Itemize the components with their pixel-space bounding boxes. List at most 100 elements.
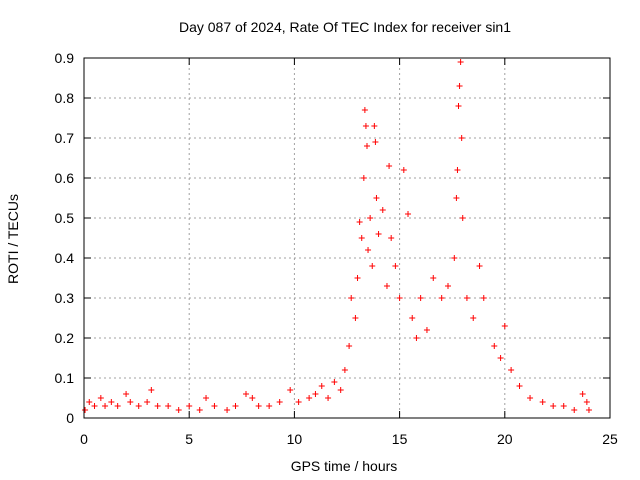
grid-lines <box>84 58 610 418</box>
data-point <box>400 167 407 173</box>
data-point <box>455 103 462 109</box>
data-point <box>583 399 590 405</box>
data-point <box>383 283 390 289</box>
y-tick-label: 0.2 <box>55 330 75 346</box>
data-point <box>154 403 161 409</box>
axis-ticks: 0 5 10 15 20 25 0 0.1 0.2 0.3 0.4 0.5 0.6 0.7 0.8 0.9 <box>55 50 618 447</box>
data-point <box>476 263 483 269</box>
data-point <box>114 403 121 409</box>
data-point <box>203 395 210 401</box>
data-point <box>423 327 430 333</box>
data-point <box>362 123 369 129</box>
data-point <box>108 399 115 405</box>
data-point <box>97 395 104 401</box>
y-tick-label: 0.9 <box>55 50 75 66</box>
data-point <box>356 219 363 225</box>
data-point <box>371 123 378 129</box>
data-point <box>266 403 273 409</box>
data-point <box>388 235 395 241</box>
data-point <box>287 387 294 393</box>
data-point <box>372 139 379 145</box>
data-point <box>457 59 464 65</box>
data-point <box>456 83 463 89</box>
data-point <box>249 395 256 401</box>
data-point <box>196 407 203 413</box>
data-point <box>369 263 376 269</box>
data-point <box>86 399 93 405</box>
data-point <box>175 407 182 413</box>
data-point <box>82 407 89 413</box>
data-point <box>459 215 466 221</box>
data-point <box>463 295 470 301</box>
y-tick-label: 0 <box>66 410 74 426</box>
x-tick-label: 5 <box>185 431 193 447</box>
data-point <box>341 367 348 373</box>
data-point <box>232 403 239 409</box>
data-point <box>318 383 325 389</box>
x-tick-label: 10 <box>287 431 303 447</box>
data-point <box>363 143 370 149</box>
data-point <box>451 255 458 261</box>
data-point <box>375 231 382 237</box>
data-point <box>224 407 231 413</box>
x-tick-label: 20 <box>497 431 513 447</box>
data-point <box>392 263 399 269</box>
data-point <box>379 207 386 213</box>
data-point <box>373 195 380 201</box>
data-point <box>491 343 498 349</box>
data-point <box>458 135 465 141</box>
data-point <box>352 315 359 321</box>
data-point <box>358 235 365 241</box>
data-point <box>508 367 515 373</box>
data-point <box>396 295 403 301</box>
data-point <box>365 247 372 253</box>
y-tick-label: 0.8 <box>55 90 75 106</box>
data-point <box>453 195 460 201</box>
data-point <box>348 295 355 301</box>
x-tick-label: 25 <box>602 431 618 447</box>
data-point <box>539 399 546 405</box>
data-point <box>430 275 437 281</box>
data-point <box>501 323 508 329</box>
data-point <box>276 399 283 405</box>
data-points <box>82 59 592 413</box>
y-tick-label: 0.3 <box>55 290 75 306</box>
x-tick-label: 15 <box>392 431 408 447</box>
data-point <box>186 403 193 409</box>
data-point <box>560 403 567 409</box>
y-tick-label: 0.5 <box>55 210 75 226</box>
data-point <box>579 391 586 397</box>
data-point <box>550 403 557 409</box>
data-point <box>295 399 302 405</box>
data-point <box>102 403 109 409</box>
data-point <box>148 387 155 393</box>
data-point <box>211 403 218 409</box>
data-point <box>325 395 332 401</box>
data-point <box>470 315 477 321</box>
data-point <box>409 315 416 321</box>
data-point <box>337 387 344 393</box>
data-point <box>417 295 424 301</box>
data-point <box>516 383 523 389</box>
y-tick-label: 0.6 <box>55 170 75 186</box>
data-point <box>123 391 130 397</box>
data-point <box>497 355 504 361</box>
y-tick-label: 0.4 <box>55 250 75 266</box>
data-point <box>571 407 578 413</box>
data-point <box>386 163 393 169</box>
data-point <box>444 283 451 289</box>
y-axis-label: ROTI / TECUs <box>5 194 21 284</box>
data-point <box>480 295 487 301</box>
data-point <box>135 403 142 409</box>
data-point <box>331 379 338 385</box>
data-point <box>255 403 262 409</box>
data-point <box>454 167 461 173</box>
y-tick-label: 0.1 <box>55 370 75 386</box>
chart-title: Day 087 of 2024, Rate Of TEC Index for r… <box>179 19 511 35</box>
data-point <box>144 399 151 405</box>
data-point <box>360 175 367 181</box>
y-tick-label: 0.7 <box>55 130 75 146</box>
data-point <box>413 335 420 341</box>
data-point <box>361 107 368 113</box>
data-point <box>405 211 412 217</box>
